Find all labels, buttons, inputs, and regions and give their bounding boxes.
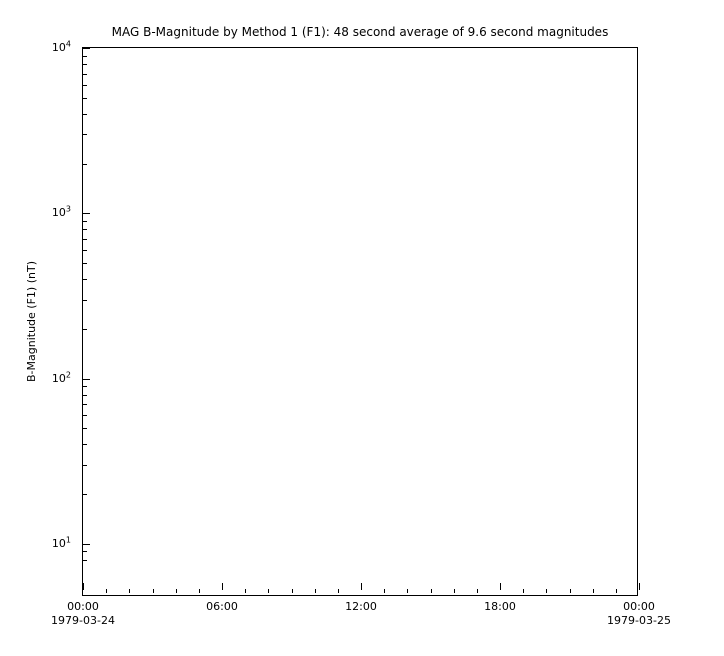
x-tick-time: 00:00 <box>67 600 99 613</box>
tick-mark <box>198 589 200 593</box>
tick-mark <box>175 589 177 593</box>
tick-mark <box>476 589 478 593</box>
y-tick-mantissa: 10 <box>51 206 66 220</box>
y-tick-exponent: 3 <box>65 204 71 214</box>
x-tick-label: 00:00 1979-03-25 <box>579 600 699 628</box>
x-tick-date: 1979-03-25 <box>607 614 671 627</box>
x-tick-time: 00:00 <box>623 600 655 613</box>
x-tick-date: 1979-03-24 <box>51 614 115 627</box>
tick-mark <box>569 589 571 593</box>
tick-mark <box>83 73 87 75</box>
x-tick-label: 06:00 <box>162 600 282 614</box>
tick-mark <box>83 465 87 467</box>
x-tick-label: 12:00 <box>301 600 421 614</box>
tick-mark <box>83 220 87 222</box>
x-tick-label: 18:00 <box>440 600 560 614</box>
tick-mark <box>361 583 362 590</box>
tick-mark <box>83 163 87 165</box>
tick-mark <box>83 551 87 553</box>
tick-mark <box>83 134 87 136</box>
plot-area: 104 103 102 101 00:00 1979-03-24 06:00 12:00 18… <box>51 40 671 627</box>
tick-mark <box>83 97 87 99</box>
tick-mark <box>83 543 90 545</box>
tick-mark <box>83 113 87 115</box>
tick-mark <box>83 444 87 446</box>
tick-mark <box>291 589 293 593</box>
tick-mark <box>83 583 84 590</box>
tick-mark <box>83 394 87 396</box>
tick-mark <box>546 589 548 593</box>
tick-mark <box>314 589 316 593</box>
x-tick-time: 06:00 <box>206 600 238 613</box>
y-tick-exponent: 4 <box>65 39 71 49</box>
tick-mark <box>83 415 87 417</box>
y-axis-label: B-Magnitude (F1) (nT) <box>25 261 38 382</box>
tick-mark <box>83 48 90 49</box>
tick-mark <box>337 589 339 593</box>
tick-mark <box>83 249 87 251</box>
x-tick-time: 12:00 <box>345 600 377 613</box>
y-tick-label: 104 <box>52 39 71 56</box>
y-tick-label: 102 <box>52 370 71 387</box>
y-tick-label: 101 <box>52 535 71 552</box>
tick-mark <box>222 583 223 590</box>
x-tick-time: 18:00 <box>484 600 516 613</box>
tick-mark <box>615 589 617 593</box>
y-tick-mantissa: 10 <box>51 371 66 385</box>
tick-mark <box>384 589 386 593</box>
tick-mark <box>106 589 108 593</box>
tick-mark <box>83 378 90 380</box>
tick-mark <box>83 559 87 561</box>
tick-mark <box>83 263 87 265</box>
tick-mark <box>83 386 87 388</box>
tick-mark <box>83 428 87 430</box>
chart-title: MAG B-Magnitude by Method 1 (F1): 48 sec… <box>111 25 609 39</box>
tick-mark <box>639 583 640 590</box>
tick-mark <box>83 404 87 406</box>
tick-mark <box>268 589 270 593</box>
tick-mark <box>592 589 594 593</box>
tick-mark <box>83 84 87 86</box>
tick-mark <box>83 238 87 240</box>
tick-mark <box>129 589 131 593</box>
tick-mark <box>83 494 87 496</box>
tick-mark <box>152 589 154 593</box>
y-tick-label: 103 <box>52 204 71 221</box>
y-tick-exponent: 2 <box>65 369 71 379</box>
tick-mark <box>83 213 90 215</box>
tick-mark <box>83 64 87 66</box>
tick-mark <box>83 55 87 57</box>
tick-mark <box>500 583 501 590</box>
tick-mark <box>453 589 455 593</box>
y-tick-mantissa: 10 <box>51 41 66 54</box>
tick-mark <box>430 589 432 593</box>
tick-mark <box>83 299 87 301</box>
tick-mark <box>407 589 409 593</box>
x-tick-label: 00:00 1979-03-24 <box>23 600 143 628</box>
tick-mark <box>523 589 525 593</box>
tick-mark <box>83 279 87 281</box>
tick-mark <box>83 328 87 330</box>
tick-mark <box>83 229 87 231</box>
tick-mark <box>245 589 247 593</box>
y-tick-mantissa: 10 <box>51 536 66 550</box>
y-tick-exponent: 1 <box>65 535 71 545</box>
